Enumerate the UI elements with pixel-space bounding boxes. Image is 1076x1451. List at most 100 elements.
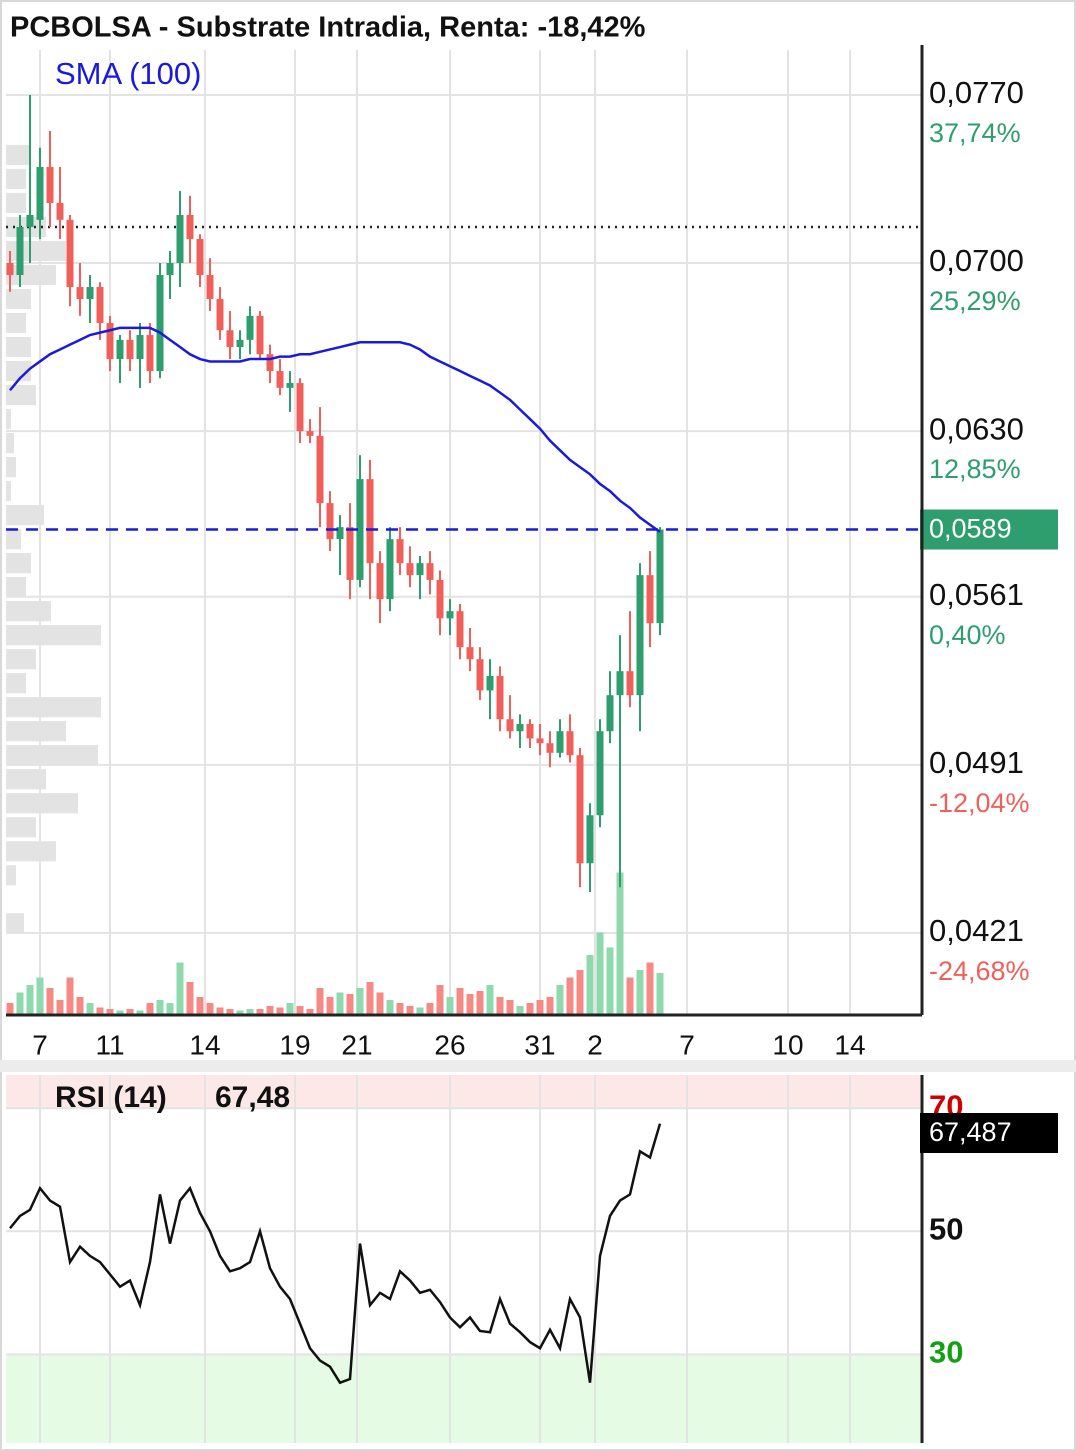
volume-bar <box>6 1003 14 1015</box>
volume-bar <box>486 985 494 1015</box>
candle-body <box>206 275 214 300</box>
candle-body <box>326 503 334 540</box>
candle-body <box>656 529 664 624</box>
volume-bar <box>426 1003 434 1015</box>
volume-bar <box>456 988 464 1015</box>
volume-bar <box>196 997 204 1015</box>
y-tick-return: 12,85% <box>929 454 1021 484</box>
volume-bar <box>566 977 574 1015</box>
volume-bar <box>436 985 444 1015</box>
volume-profile-bar <box>6 529 21 550</box>
candle-body <box>526 724 534 739</box>
y-tick-return: -12,04% <box>929 788 1030 818</box>
volume-bar <box>626 977 634 1015</box>
volume-profile-bar <box>6 697 101 718</box>
volume-profile-bar <box>6 769 46 790</box>
volume-bar <box>316 988 324 1015</box>
volume-bar <box>176 962 184 1015</box>
title-background <box>4 6 920 50</box>
volume-bar <box>56 1000 64 1015</box>
volume-bar <box>166 1003 174 1015</box>
candle-body <box>306 431 314 436</box>
candle-body <box>546 743 554 753</box>
y-tick-label: 0,0491 <box>929 745 1024 780</box>
candle-body <box>56 202 64 220</box>
volume-bar <box>186 982 194 1015</box>
volume-bar <box>76 997 84 1015</box>
candle-body <box>506 719 514 732</box>
candle-body <box>436 579 444 619</box>
volume-profile-bar <box>6 505 44 526</box>
volume-bar <box>656 973 664 1015</box>
volume-bar <box>146 1003 154 1015</box>
candle-body <box>6 263 14 276</box>
sma-line <box>9 326 661 533</box>
current-price-badge <box>920 509 1058 550</box>
volume-bar <box>466 994 474 1015</box>
volume-profile-bar <box>6 384 36 406</box>
candle-body <box>426 563 434 580</box>
candle-body <box>86 287 94 300</box>
candle-body <box>216 299 224 331</box>
x-tick-label: 7 <box>32 1029 48 1060</box>
volume-bar <box>86 1003 94 1015</box>
y-tick-label: 30 <box>929 1335 963 1370</box>
volume-bar <box>386 1000 394 1015</box>
volume-bar <box>116 1010 124 1015</box>
candle-body <box>196 239 204 276</box>
x-tick-label: 10 <box>772 1029 803 1060</box>
y-tick-label: 0,0630 <box>929 411 1024 446</box>
volume-profile-bar <box>6 817 36 838</box>
candle-body <box>516 724 524 732</box>
candle-body <box>276 371 284 388</box>
rsi-value-label: 67,487 <box>929 1117 1012 1147</box>
candle-body <box>36 166 44 220</box>
volume-bar <box>216 1007 224 1015</box>
candle-body <box>576 755 584 864</box>
volume-bar <box>506 1000 514 1015</box>
candle-body <box>16 226 24 276</box>
volume-bar <box>286 1003 294 1015</box>
volume-bar <box>616 872 624 1015</box>
y-tick-return: -24,68% <box>929 956 1030 986</box>
candle-body <box>466 647 474 660</box>
volume-profile-bar <box>6 865 16 886</box>
volume-profile-bar <box>6 433 14 454</box>
y-tick-return: 37,74% <box>929 118 1021 148</box>
volume-bar <box>366 982 374 1015</box>
candle-body <box>106 323 114 360</box>
volume-profile-bar <box>6 457 16 478</box>
y-tick-label: 0,0700 <box>929 243 1024 278</box>
volume-profile-bar <box>6 360 31 382</box>
overbought-zone <box>6 1075 922 1109</box>
candle-body <box>236 339 244 348</box>
y-tick-return: 25,29% <box>929 286 1021 316</box>
volume-bar <box>36 977 44 1015</box>
candle-body <box>486 675 494 691</box>
volume-profile-bar <box>6 673 26 694</box>
volume-profile-bar <box>6 841 56 862</box>
candle-body <box>296 383 304 432</box>
x-tick-label: 11 <box>95 1029 124 1060</box>
volume-bar <box>646 962 654 1015</box>
candle-body <box>616 671 624 696</box>
candle-body <box>76 287 84 300</box>
rsi-value-badge <box>920 1113 1058 1153</box>
volume-bar <box>256 1009 264 1015</box>
volume-bar <box>16 992 24 1015</box>
candle-body <box>226 330 234 348</box>
volume-profile-bar <box>6 745 98 766</box>
volume-bar <box>136 1010 144 1015</box>
candle-body <box>176 214 184 264</box>
volume-bar <box>326 997 334 1015</box>
volume-bar <box>576 970 584 1015</box>
candle-body <box>256 315 264 355</box>
x-tick-label: 31 <box>524 1029 555 1060</box>
volume-bar <box>26 985 34 1015</box>
y-tick-label: 0,0561 <box>929 577 1024 612</box>
indicator-label: RSI (14) <box>55 1081 167 1114</box>
candle-body <box>96 287 104 324</box>
y-tick-label: 50 <box>929 1211 963 1246</box>
candle-body <box>566 731 574 756</box>
